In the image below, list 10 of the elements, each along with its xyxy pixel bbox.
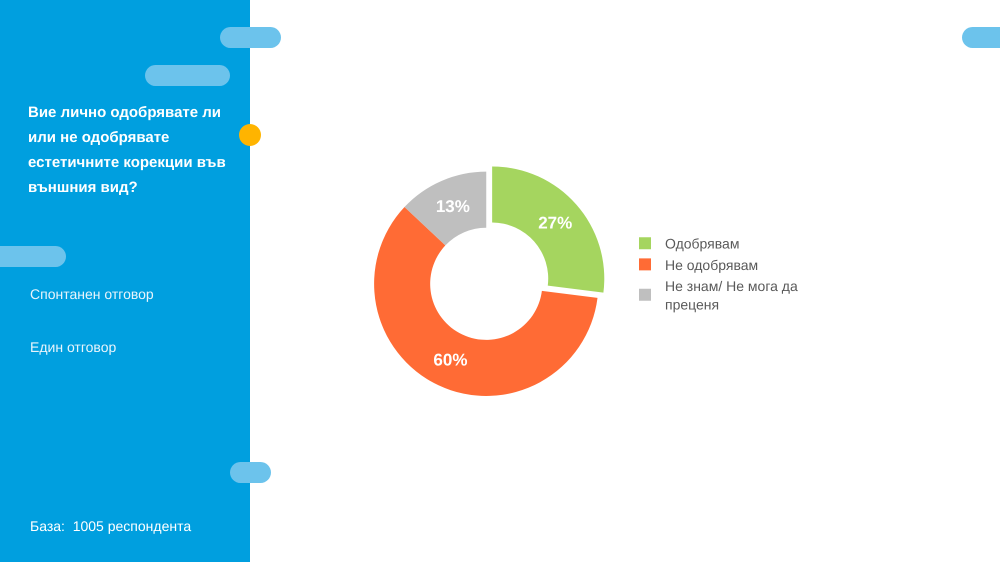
text: База: 1005 респондента [30, 518, 192, 534]
legend-label: Одобрявам [665, 236, 740, 252]
text: Вие лично одобрявате ли или не одобрявате естетичните корекции във външния вид? [28, 103, 227, 198]
text: Един отговор [30, 339, 116, 355]
data-label: 13% [436, 197, 470, 216]
legend-label: Не одобрявам [665, 256, 758, 273]
data-label: 60% [433, 350, 468, 370]
legend-label: Не знам/ Не мога да преценя [665, 278, 798, 312]
text: Спонтанен отговор [30, 286, 154, 302]
data-label: 27% [538, 213, 572, 232]
